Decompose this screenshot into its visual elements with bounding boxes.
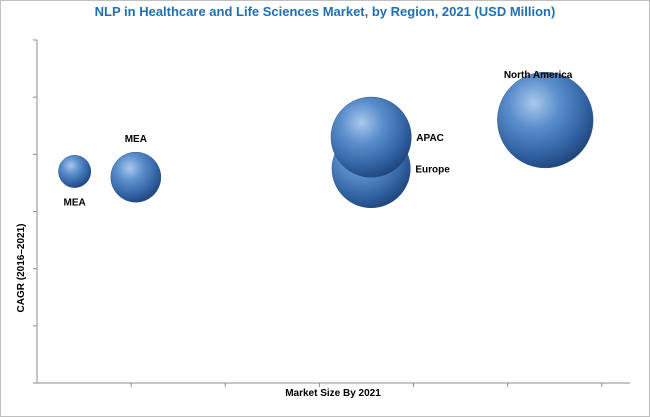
bubble-label-north-america: North America	[504, 70, 573, 81]
y-axis-label: CAGR (2016–2021)	[16, 224, 27, 313]
bubble-label-mea: MEA	[64, 198, 86, 209]
bubble-label-apac: APAC	[416, 133, 444, 144]
bubble-apac	[330, 96, 412, 178]
bubble-label-mea: MEA	[125, 134, 147, 145]
x-axis-label: Market Size By 2021	[285, 388, 381, 399]
bubble-label-europe: Europe	[415, 165, 450, 176]
bubble-mea	[58, 155, 92, 188]
bubble-mea	[110, 151, 162, 203]
bubble-north-america	[497, 71, 594, 169]
chart-title: NLP in Healthcare and Life Sciences Mark…	[94, 4, 556, 19]
